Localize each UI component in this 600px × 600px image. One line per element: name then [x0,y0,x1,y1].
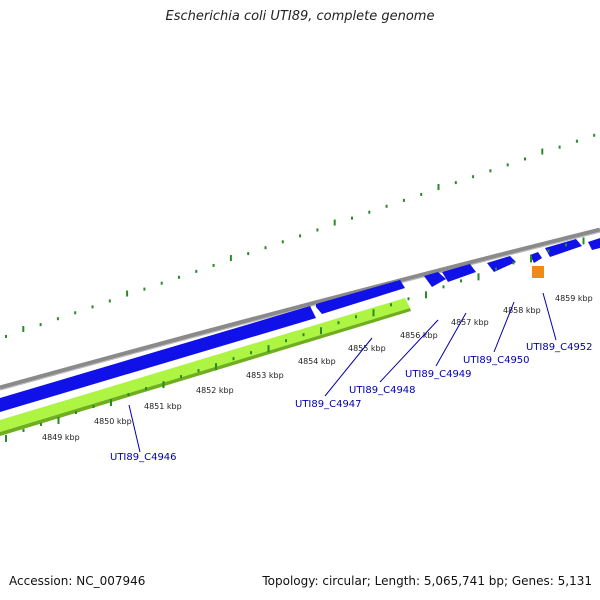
kbp-tick-label: 4850 kbp [94,417,132,426]
gene-leader-line [493,301,515,353]
gene-label: UTI89_C4946 [110,452,177,463]
backbone-line [0,227,600,391]
kbp-tick-label: 4853 kbp [246,371,284,380]
gene-arrow-UTI89_C4948 [424,272,446,287]
gene-band-UTI89_C4947 [316,280,405,314]
kbp-tick-label: 4851 kbp [144,402,182,411]
kbp-tick-label: 4856 kbp [400,331,438,340]
gene-leader-line [128,404,141,453]
gene-arrow-UTI89_C4950 [487,256,516,272]
gene-arrow-UTI89_C4949 [442,264,476,282]
gene-other-orange [532,266,544,278]
gene-leader-line [435,312,467,367]
map-title: Escherichia coli UTI89, complete genome [165,9,435,24]
topology-label: Topology: circular; Length: 5,065,741 bp… [262,574,592,588]
kbp-tick-label: 4849 kbp [42,433,80,442]
kbp-tick-label: 4857 kbp [451,318,489,327]
kbp-tick-label: 4854 kbp [298,357,336,366]
highlight-band [0,298,410,432]
gene-arrow-UTI89_C4951 [530,252,542,263]
accession-label: Accession: NC_007946 [9,574,146,588]
gene-arrow-UTI89_C4953 [588,238,600,250]
gene-label: UTI89_C4950 [463,355,530,366]
highlight-band-edge [0,308,411,436]
gene-label: UTI89_C4949 [405,369,472,380]
gene-leader-line [379,319,439,383]
kbp-tick-label: 4855 kbp [348,344,386,353]
gene-band-UTI89_C4946 [0,306,316,412]
gene-label: UTI89_C4947 [295,399,362,410]
kbp-tick-label: 4858 kbp [503,306,541,315]
kbp-tick-label: 4852 kbp [196,386,234,395]
gene-arrow-UTI89_C4952 [545,239,582,257]
gene-label: UTI89_C4952 [526,342,593,353]
gene-leader-line [324,337,373,397]
gene-leader-line [542,292,557,341]
gene-label: UTI89_C4948 [349,385,416,396]
kbp-tick-label: 4859 kbp [555,294,593,303]
